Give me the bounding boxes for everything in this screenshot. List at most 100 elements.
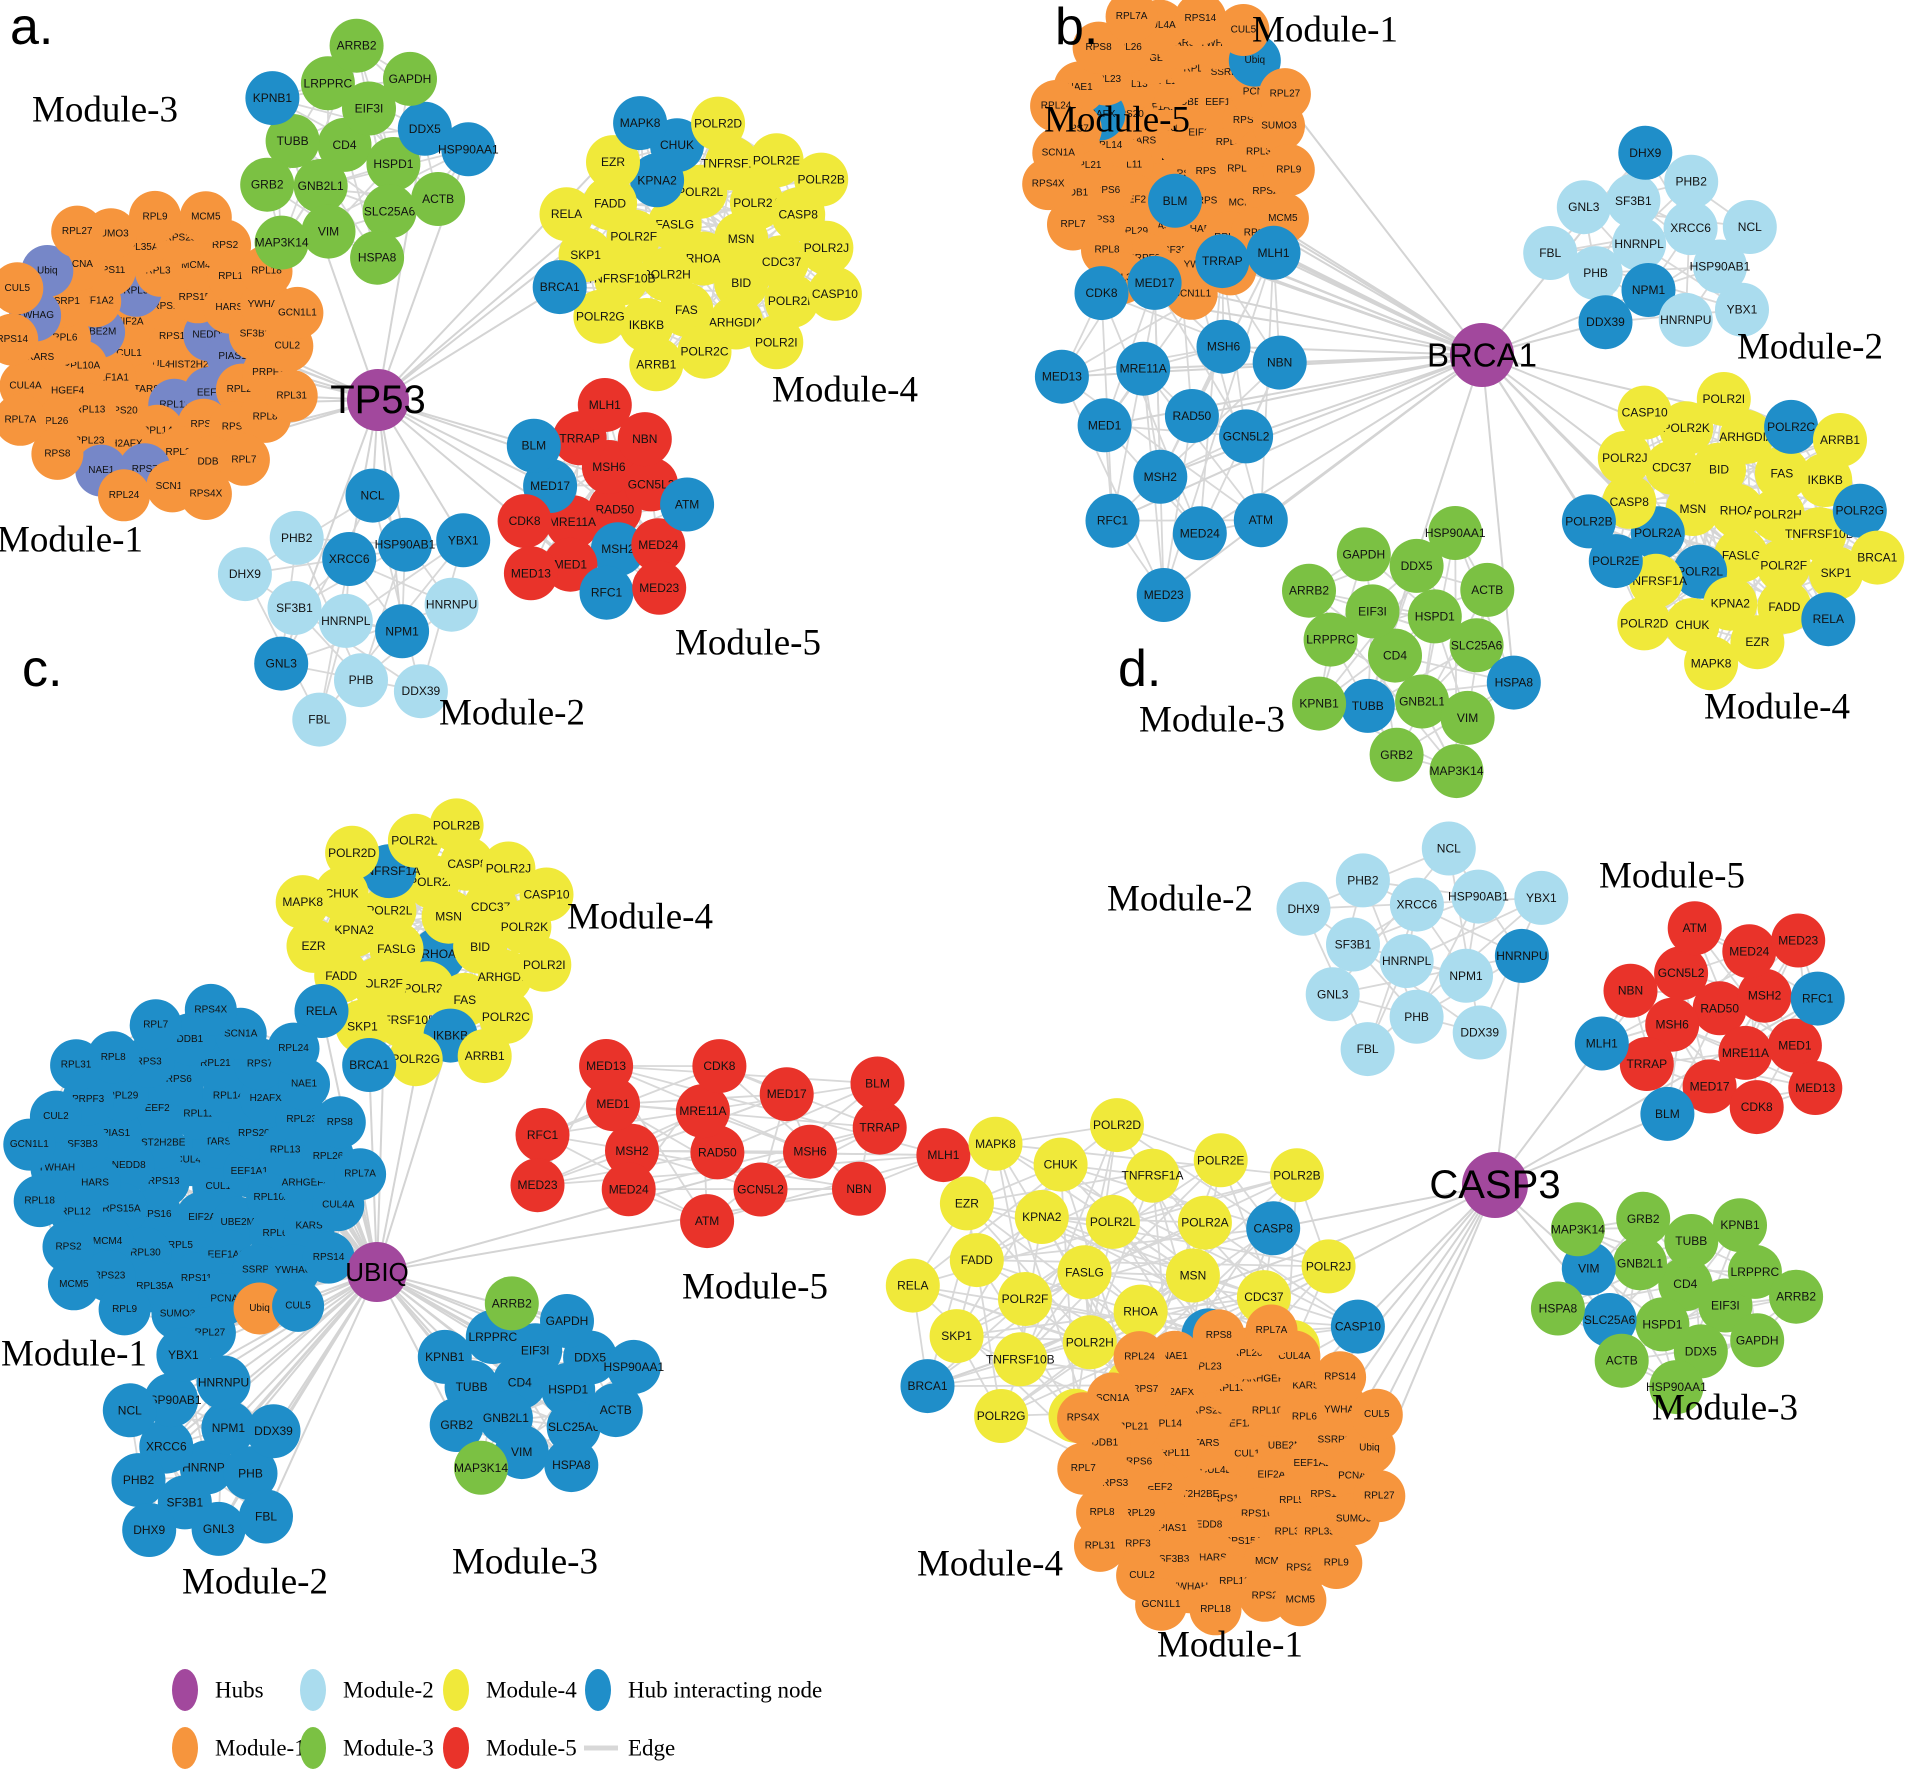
node-circle <box>1172 506 1227 561</box>
module-label-d-m1: Module-1 <box>1157 1625 1303 1666</box>
node-EZR: EZR <box>939 1176 994 1231</box>
node-circle <box>1727 1244 1782 1299</box>
node-label: YBX1 <box>1727 303 1758 317</box>
node-label: EEF2 <box>145 1103 170 1114</box>
node-label: CUL4B <box>145 359 178 370</box>
node-GCN5L2: GCN5L2 <box>1654 946 1709 1001</box>
node-circle <box>1750 487 1805 542</box>
node-POLR2E: POLR2E <box>1193 1133 1248 1188</box>
node-PHB: PHB <box>1389 989 1444 1044</box>
legend-item-hubs: Hubs <box>172 1669 264 1711</box>
node-label: RPL7 <box>1071 1463 1096 1474</box>
module-label-b-m4: Module-4 <box>1704 687 1850 728</box>
node-circle <box>1113 1331 1166 1384</box>
node-circle <box>1030 80 1083 132</box>
node-GAPDH: GAPDH <box>383 51 437 106</box>
node-ARRB1: ARRB1 <box>629 337 684 392</box>
node-label: MCM4 <box>93 1236 123 1247</box>
node-label: MED23 <box>1144 588 1184 602</box>
node-HNRNPL: HNRNPL <box>318 593 373 648</box>
edge <box>612 1103 761 1191</box>
node-label: GCN1L1 <box>278 307 317 318</box>
node-label: SF3B1 <box>276 601 313 615</box>
node-circle <box>1664 154 1719 209</box>
node-MAP3K14: MAP3K14 <box>1551 1202 1605 1257</box>
node-YBX1: YBX1 <box>1514 870 1569 925</box>
node-POLR2D: POLR2D <box>691 96 746 151</box>
node-circle <box>540 1294 594 1348</box>
node-label: CHUK <box>660 138 694 152</box>
node-circle <box>510 1158 565 1213</box>
node-label: DHX9 <box>229 567 261 581</box>
node-label: MED1 <box>554 558 588 572</box>
node-RPL31: RPL31 <box>50 1039 103 1092</box>
node-circle <box>98 1283 151 1336</box>
node-label: HARS <box>1190 224 1218 235</box>
node-GNL3: GNL3 <box>254 636 309 691</box>
legend-label: Hubs <box>215 1678 264 1703</box>
node-label: POLR2K <box>1663 421 1710 435</box>
node-RPL7: RPL7 <box>1057 1442 1110 1495</box>
node-label: SUMO3 <box>1336 1514 1372 1525</box>
node-label: GAPDH <box>1342 547 1385 561</box>
node-VIM: VIM <box>494 1425 549 1480</box>
node-label: CHUK <box>1044 1158 1078 1172</box>
node-label: RPL30 <box>1275 1526 1306 1537</box>
node-circle <box>240 157 295 212</box>
node-circle <box>617 412 672 467</box>
node-label: EZR <box>955 1196 979 1210</box>
node-circle <box>254 215 309 270</box>
node-LRPPRC: LRPPRC <box>300 56 355 111</box>
node-circle <box>1788 1061 1843 1115</box>
node-circle <box>393 664 448 719</box>
node-label: RAD50 <box>1173 409 1212 423</box>
node-RPL24: RPL24 <box>98 469 150 522</box>
node-label: KPNA2 <box>1022 1210 1062 1224</box>
node-HNRNPU: HNRNPU <box>196 1355 251 1410</box>
node-RPS4X: RPS4X <box>1057 1392 1110 1445</box>
node-DHX9: DHX9 <box>122 1503 177 1557</box>
node-label: KARS <box>1168 38 1196 49</box>
node-label: RPL8 <box>101 1052 126 1063</box>
node-label: XRCC6 <box>1397 898 1438 912</box>
node-label: HARS <box>1199 1553 1227 1564</box>
node-label: SLC25A6 <box>1451 638 1503 652</box>
node-label: SF3B1 <box>1615 194 1652 208</box>
node-circle <box>1345 584 1400 639</box>
node-label: GNL3 <box>1568 200 1600 214</box>
node-label: TNFRSF1A <box>701 157 763 171</box>
node-circle <box>325 825 380 880</box>
node-RAD50: RAD50 <box>1692 981 1747 1036</box>
node-PHB2: PHB2 <box>111 1453 166 1508</box>
node-label: POLR2B <box>433 818 480 832</box>
node-circle <box>1486 655 1541 710</box>
node-label: CDC37 <box>762 255 802 269</box>
node-circle <box>191 1501 246 1556</box>
hub-edge <box>1159 354 1483 478</box>
node-circle <box>286 918 341 973</box>
legend-item-module-1: Module-1 <box>172 1727 306 1769</box>
node-DDX39: DDX39 <box>1578 295 1633 350</box>
node-circle <box>1696 372 1751 426</box>
module-label-b-m2: Module-2 <box>1737 327 1883 368</box>
node-circle <box>144 1373 199 1428</box>
node-POLR2H: POLR2H <box>1062 1315 1117 1370</box>
node-label: SLC25A6 <box>548 1420 600 1434</box>
node-circle <box>1340 678 1395 733</box>
node-label: RPL7 <box>231 454 256 465</box>
node-POLR2K: POLR2K <box>1659 401 1714 456</box>
node-label: SSRP1 <box>242 1265 275 1276</box>
node-LRPPRC: LRPPRC <box>1727 1244 1782 1299</box>
node-label: HSP90AA1 <box>1646 1380 1707 1394</box>
node-POLR2G: POLR2G <box>1832 483 1887 538</box>
node-circle <box>1645 997 1700 1052</box>
node-DHX9: DHX9 <box>217 547 272 602</box>
node-circle <box>1189 1583 1242 1636</box>
node-label: HNRNPU <box>426 598 477 612</box>
node-label: RPL35A <box>1246 146 1284 157</box>
node-label: EZR <box>1745 635 1769 649</box>
module-label-b-m1: Module-1 <box>1252 10 1398 51</box>
node-label: CUL4A <box>1278 1351 1311 1362</box>
node-circle <box>1022 158 1075 211</box>
